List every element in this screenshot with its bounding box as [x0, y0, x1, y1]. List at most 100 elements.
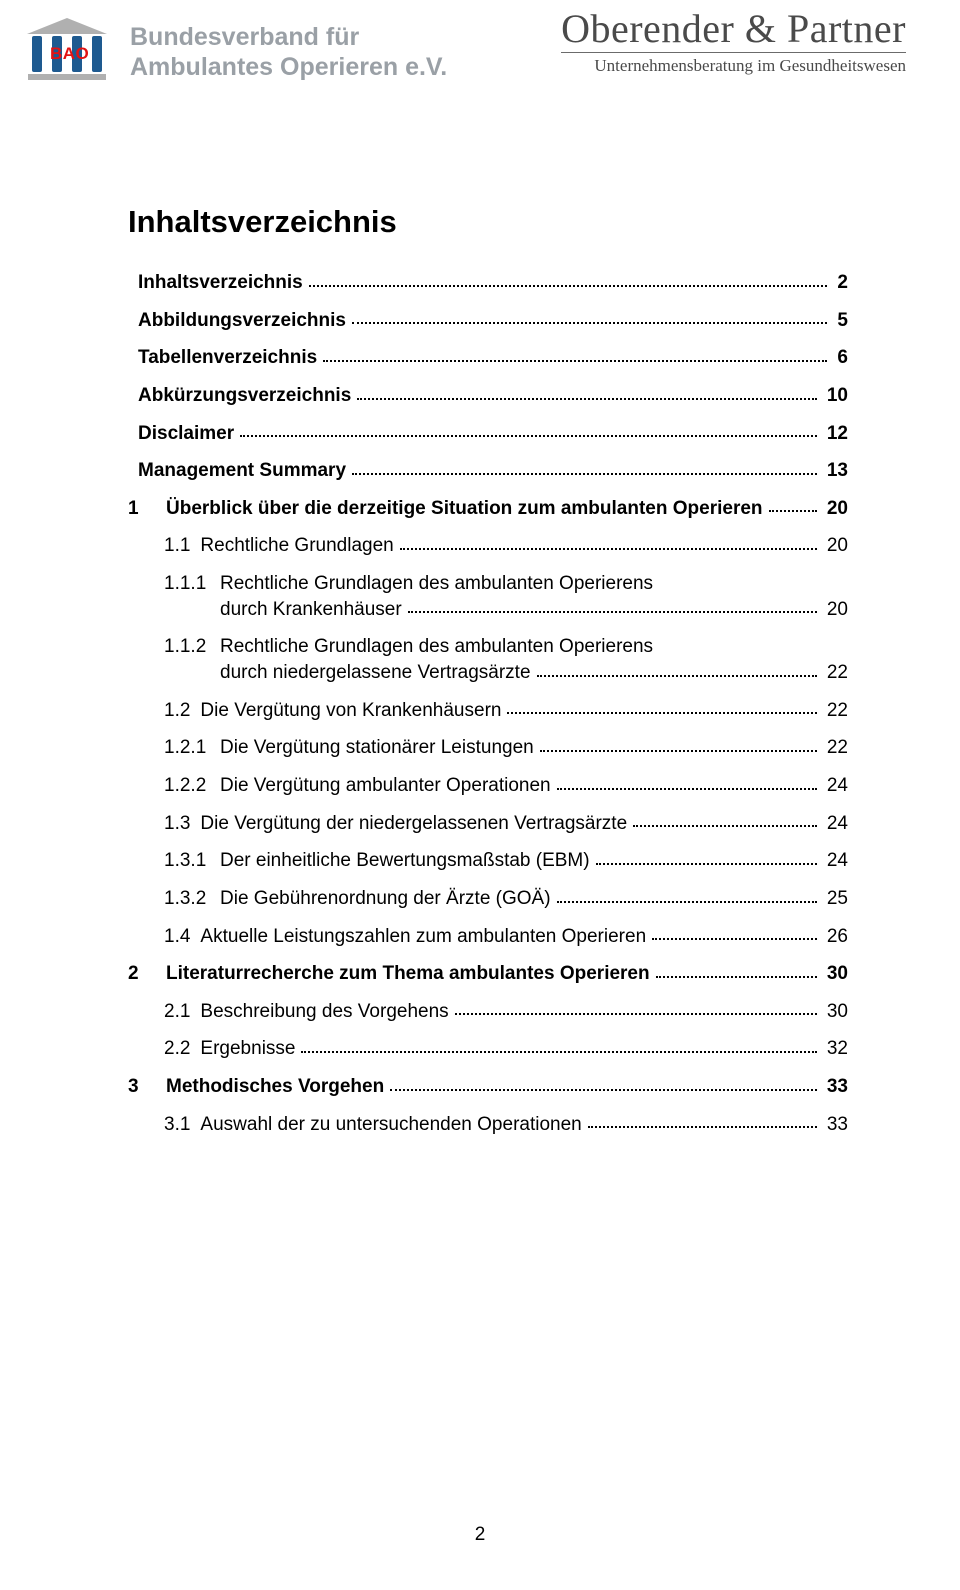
toc-leader-dots	[357, 398, 817, 400]
document-page: BAO Bundesverband für Ambulantes Operier…	[0, 0, 960, 1590]
toc-entry-label: Literaturrecherche zum Thema ambulantes …	[166, 961, 650, 987]
toc-leader-dots	[323, 360, 827, 362]
toc-entry: 1.3.1Der einheitliche Bewertungsmaßstab …	[128, 842, 848, 880]
toc-leader-dots	[557, 788, 817, 790]
toc-leader-dots	[507, 712, 816, 714]
toc-entry-label: Die Vergütung stationärer Leistungen	[220, 735, 534, 761]
org-name-line2: Ambulantes Operieren e.V.	[130, 52, 447, 82]
toc-leader-dots	[390, 1089, 817, 1091]
toc-entry-page: 20	[823, 533, 848, 559]
toc-leader-dots	[540, 750, 817, 752]
toc-entry-number: 3	[128, 1074, 166, 1100]
toc-entry-page: 30	[823, 961, 848, 987]
toc-entry: Inhaltsverzeichnis2	[128, 264, 848, 302]
toc-entry: 1.3.2Die Gebührenordnung der Ärzte (GOÄ)…	[128, 880, 848, 918]
toc-entry-page: 30	[823, 999, 848, 1025]
toc-entry-number: 2	[128, 961, 166, 987]
toc-entry-page: 6	[833, 345, 848, 371]
toc-entry: Abbildungsverzeichnis 5	[128, 302, 848, 340]
toc-entry-page: 5	[833, 308, 848, 334]
toc-entry-page: 33	[823, 1074, 848, 1100]
bao-logo-text: BAO	[50, 44, 89, 64]
page-number: 2	[0, 1524, 960, 1546]
toc-entry-number: 1.4	[164, 924, 200, 950]
oberender-logo-block: Oberender & Partner Unternehmensberatung…	[561, 8, 906, 76]
toc-leader-dots	[352, 473, 817, 475]
toc-entry-page: 22	[823, 698, 848, 724]
toc-entry: Disclaimer12	[128, 415, 848, 453]
toc-leader-dots	[455, 1013, 817, 1015]
toc-entry: Abkürzungsverzeichnis 10	[128, 377, 848, 415]
bao-column	[32, 36, 42, 72]
toc-entry: 2.2Ergebnisse 32	[128, 1030, 848, 1068]
table-of-contents: Inhaltsverzeichnis2Abbildungsverzeichnis…	[128, 264, 848, 1143]
toc-entry-label: Die Gebührenordnung der Ärzte (GOÄ)	[220, 886, 551, 912]
toc-entry-page: 24	[823, 848, 848, 874]
toc-entry-page: 24	[823, 773, 848, 799]
content-area: Inhaltsverzeichnis Inhaltsverzeichnis2Ab…	[128, 204, 848, 1143]
toc-entry-label: Rechtliche Grundlagen des ambulanten Ope…	[220, 571, 653, 597]
toc-entry: 1.2.2Die Vergütung ambulanter Operatione…	[128, 767, 848, 805]
toc-entry-label: Ergebnisse	[200, 1036, 295, 1062]
toc-leader-dots	[309, 285, 828, 287]
toc-entry-number: 1	[128, 496, 166, 522]
toc-entry-page: 20	[823, 597, 848, 623]
toc-entry-label: Auswahl der zu untersuchenden Operatione…	[200, 1112, 581, 1138]
toc-entry-number: 1.3.2	[164, 886, 220, 912]
toc-entry: Management Summary13	[128, 452, 848, 490]
oberender-subtitle: Unternehmensberatung im Gesundheitswesen	[561, 52, 906, 76]
toc-entry-page: 13	[823, 458, 848, 484]
toc-entry-label: Beschreibung des Vorgehens	[200, 999, 448, 1025]
toc-entry-number: 1.1.2	[164, 634, 220, 660]
toc-entry-page: 32	[823, 1036, 848, 1062]
toc-entry-label: Überblick über die derzeitige Situation …	[166, 496, 763, 522]
toc-entry: Tabellenverzeichnis6	[128, 339, 848, 377]
toc-leader-dots	[537, 675, 817, 677]
bao-logo-block: BAO	[24, 18, 110, 88]
toc-leader-dots	[240, 435, 817, 437]
toc-entry-number: 1.3	[164, 811, 200, 837]
toc-entry: 1.1Rechtliche Grundlagen20	[128, 527, 848, 565]
toc-entry-number: 2.2	[164, 1036, 200, 1062]
toc-leader-dots	[408, 611, 817, 613]
oberender-name: Oberender & Partner	[561, 8, 906, 50]
toc-entry: 1.2.1Die Vergütung stationärer Leistunge…	[128, 729, 848, 767]
toc-entry-number: 1.1	[164, 533, 200, 559]
toc-entry-label: Der einheitliche Bewertungsmaßstab (EBM)	[220, 848, 590, 874]
toc-entry-label: Die Vergütung ambulanter Operationen	[220, 773, 551, 799]
page-header: BAO Bundesverband für Ambulantes Operier…	[0, 0, 960, 140]
toc-entry-number: 2.1	[164, 999, 200, 1025]
toc-entry: 3Methodisches Vorgehen33	[128, 1068, 848, 1106]
toc-entry-page: 26	[823, 924, 848, 950]
toc-entry-label-cont: durch niedergelassene Vertragsärzte	[220, 660, 531, 686]
toc-leader-dots	[633, 825, 817, 827]
toc-entry-page: 20	[823, 496, 848, 522]
toc-entry-number: 1.3.1	[164, 848, 220, 874]
org-name: Bundesverband für Ambulantes Operieren e…	[130, 22, 447, 82]
toc-leader-dots	[656, 976, 817, 978]
toc-leader-dots	[352, 322, 827, 324]
toc-entry-number: 1.1.1	[164, 571, 220, 597]
toc-entry-page: 25	[823, 886, 848, 912]
toc-entry: 3.1Auswahl der zu untersuchenden Operati…	[128, 1106, 848, 1144]
toc-entry: 1Überblick über die derzeitige Situation…	[128, 490, 848, 528]
toc-leader-dots	[652, 938, 817, 940]
toc-entry-label: Rechtliche Grundlagen des ambulanten Ope…	[220, 634, 653, 660]
toc-entry-label: Abkürzungsverzeichnis	[138, 383, 351, 409]
bao-logo-icon: BAO	[24, 18, 110, 88]
toc-entry-number: 3.1	[164, 1112, 200, 1138]
toc-entry-label: Abbildungsverzeichnis	[138, 308, 346, 334]
toc-entry-label: Aktuelle Leistungszahlen zum ambulanten …	[200, 924, 646, 950]
toc-entry-page: 2	[833, 270, 848, 296]
toc-leader-dots	[769, 510, 817, 512]
toc-entry: 1.1.1Rechtliche Grundlagen des ambulante…	[128, 565, 848, 628]
toc-entry: 2.1Beschreibung des Vorgehens 30	[128, 993, 848, 1031]
bao-column	[92, 36, 102, 72]
bao-base-shape	[28, 74, 106, 80]
toc-entry-number: 1.2.2	[164, 773, 220, 799]
toc-leader-dots	[301, 1051, 816, 1053]
toc-entry-number: 1.2.1	[164, 735, 220, 761]
toc-entry-page: 10	[823, 383, 848, 409]
toc-leader-dots	[596, 863, 817, 865]
toc-leader-dots	[400, 548, 817, 550]
